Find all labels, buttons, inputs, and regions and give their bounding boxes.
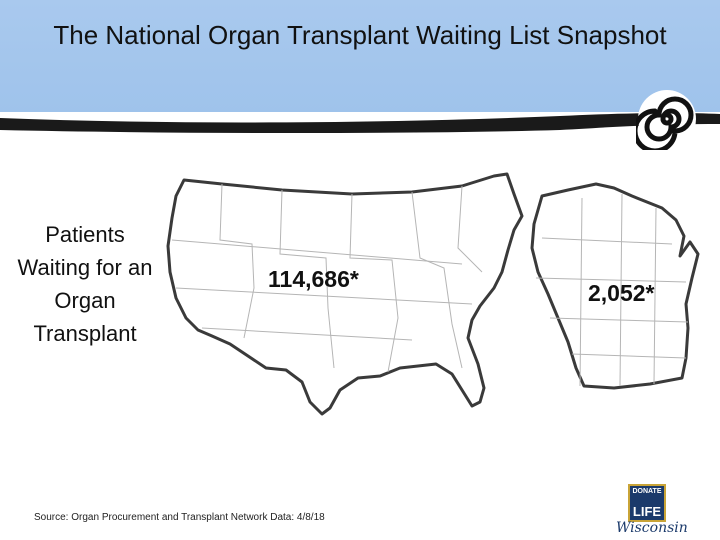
logo-badge: DONATE LIFE bbox=[628, 484, 666, 522]
wisconsin-map-icon bbox=[530, 182, 700, 390]
logo-top-text: DONATE bbox=[632, 488, 662, 495]
swirl-icon bbox=[636, 90, 696, 150]
header-band bbox=[0, 112, 720, 133]
logo-script-text: Wisconsin bbox=[616, 520, 688, 536]
header-bar bbox=[0, 0, 720, 112]
wisconsin-waiting-count: 2,052* bbox=[588, 280, 655, 306]
logo-main-text: LIFE bbox=[632, 504, 662, 519]
source-note: Source: Organ Procurement and Transplant… bbox=[34, 512, 325, 523]
donate-life-logo: DONATE LIFE Wisconsin bbox=[610, 484, 710, 540]
us-waiting-count: 114,686* bbox=[268, 266, 359, 292]
us-map-icon bbox=[166, 172, 524, 416]
patients-waiting-label: Patients Waiting for an Organ Transplant bbox=[17, 222, 153, 346]
slide-title: The National Organ Transplant Waiting Li… bbox=[53, 20, 667, 50]
